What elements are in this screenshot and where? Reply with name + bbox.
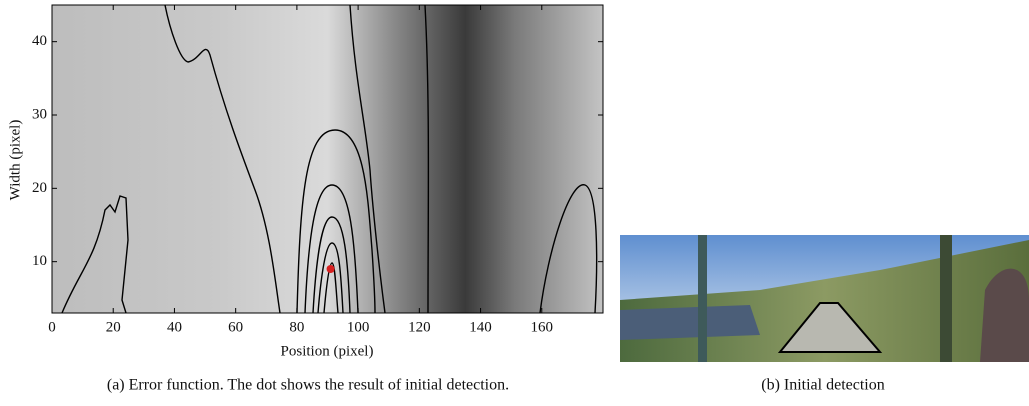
photo	[620, 235, 1029, 362]
y-axis-label: Width (pixel)	[7, 120, 23, 201]
y-tick-label: 20	[32, 180, 47, 196]
x-tick-label: 140	[469, 319, 492, 335]
photo-pole	[698, 235, 707, 362]
plot: 0 20 40 60 80 100 120 140 160 10 20 30 40 Position (…	[7, 5, 603, 359]
caption-a: (a) Error function. The dot shows the re…	[107, 377, 509, 394]
y-tick-label: 40	[32, 33, 47, 49]
caption-b: (b) Initial detection	[761, 377, 885, 394]
photo-pole	[940, 235, 952, 362]
photo-lake	[620, 305, 760, 340]
x-tick-label: 100	[347, 319, 370, 335]
y-tick-label: 30	[32, 106, 47, 122]
x-tick-label: 160	[531, 319, 554, 335]
detection-dot	[327, 265, 335, 273]
y-tick-label: 10	[32, 253, 47, 269]
x-tick-label: 60	[228, 319, 243, 335]
x-tick-label: 40	[167, 319, 182, 335]
x-tick-label: 20	[106, 319, 121, 335]
x-axis-label: Position (pixel)	[281, 343, 374, 359]
x-tick-label: 0	[48, 319, 56, 335]
x-tick-label: 120	[408, 319, 431, 335]
page: {"chart_data": {"type": "scatter", "xlab…	[0, 0, 1029, 401]
figure: 0 20 40 60 80 100 120 140 160 10 20 30 40 Position (…	[0, 0, 1029, 401]
x-tick-label: 80	[289, 319, 304, 335]
